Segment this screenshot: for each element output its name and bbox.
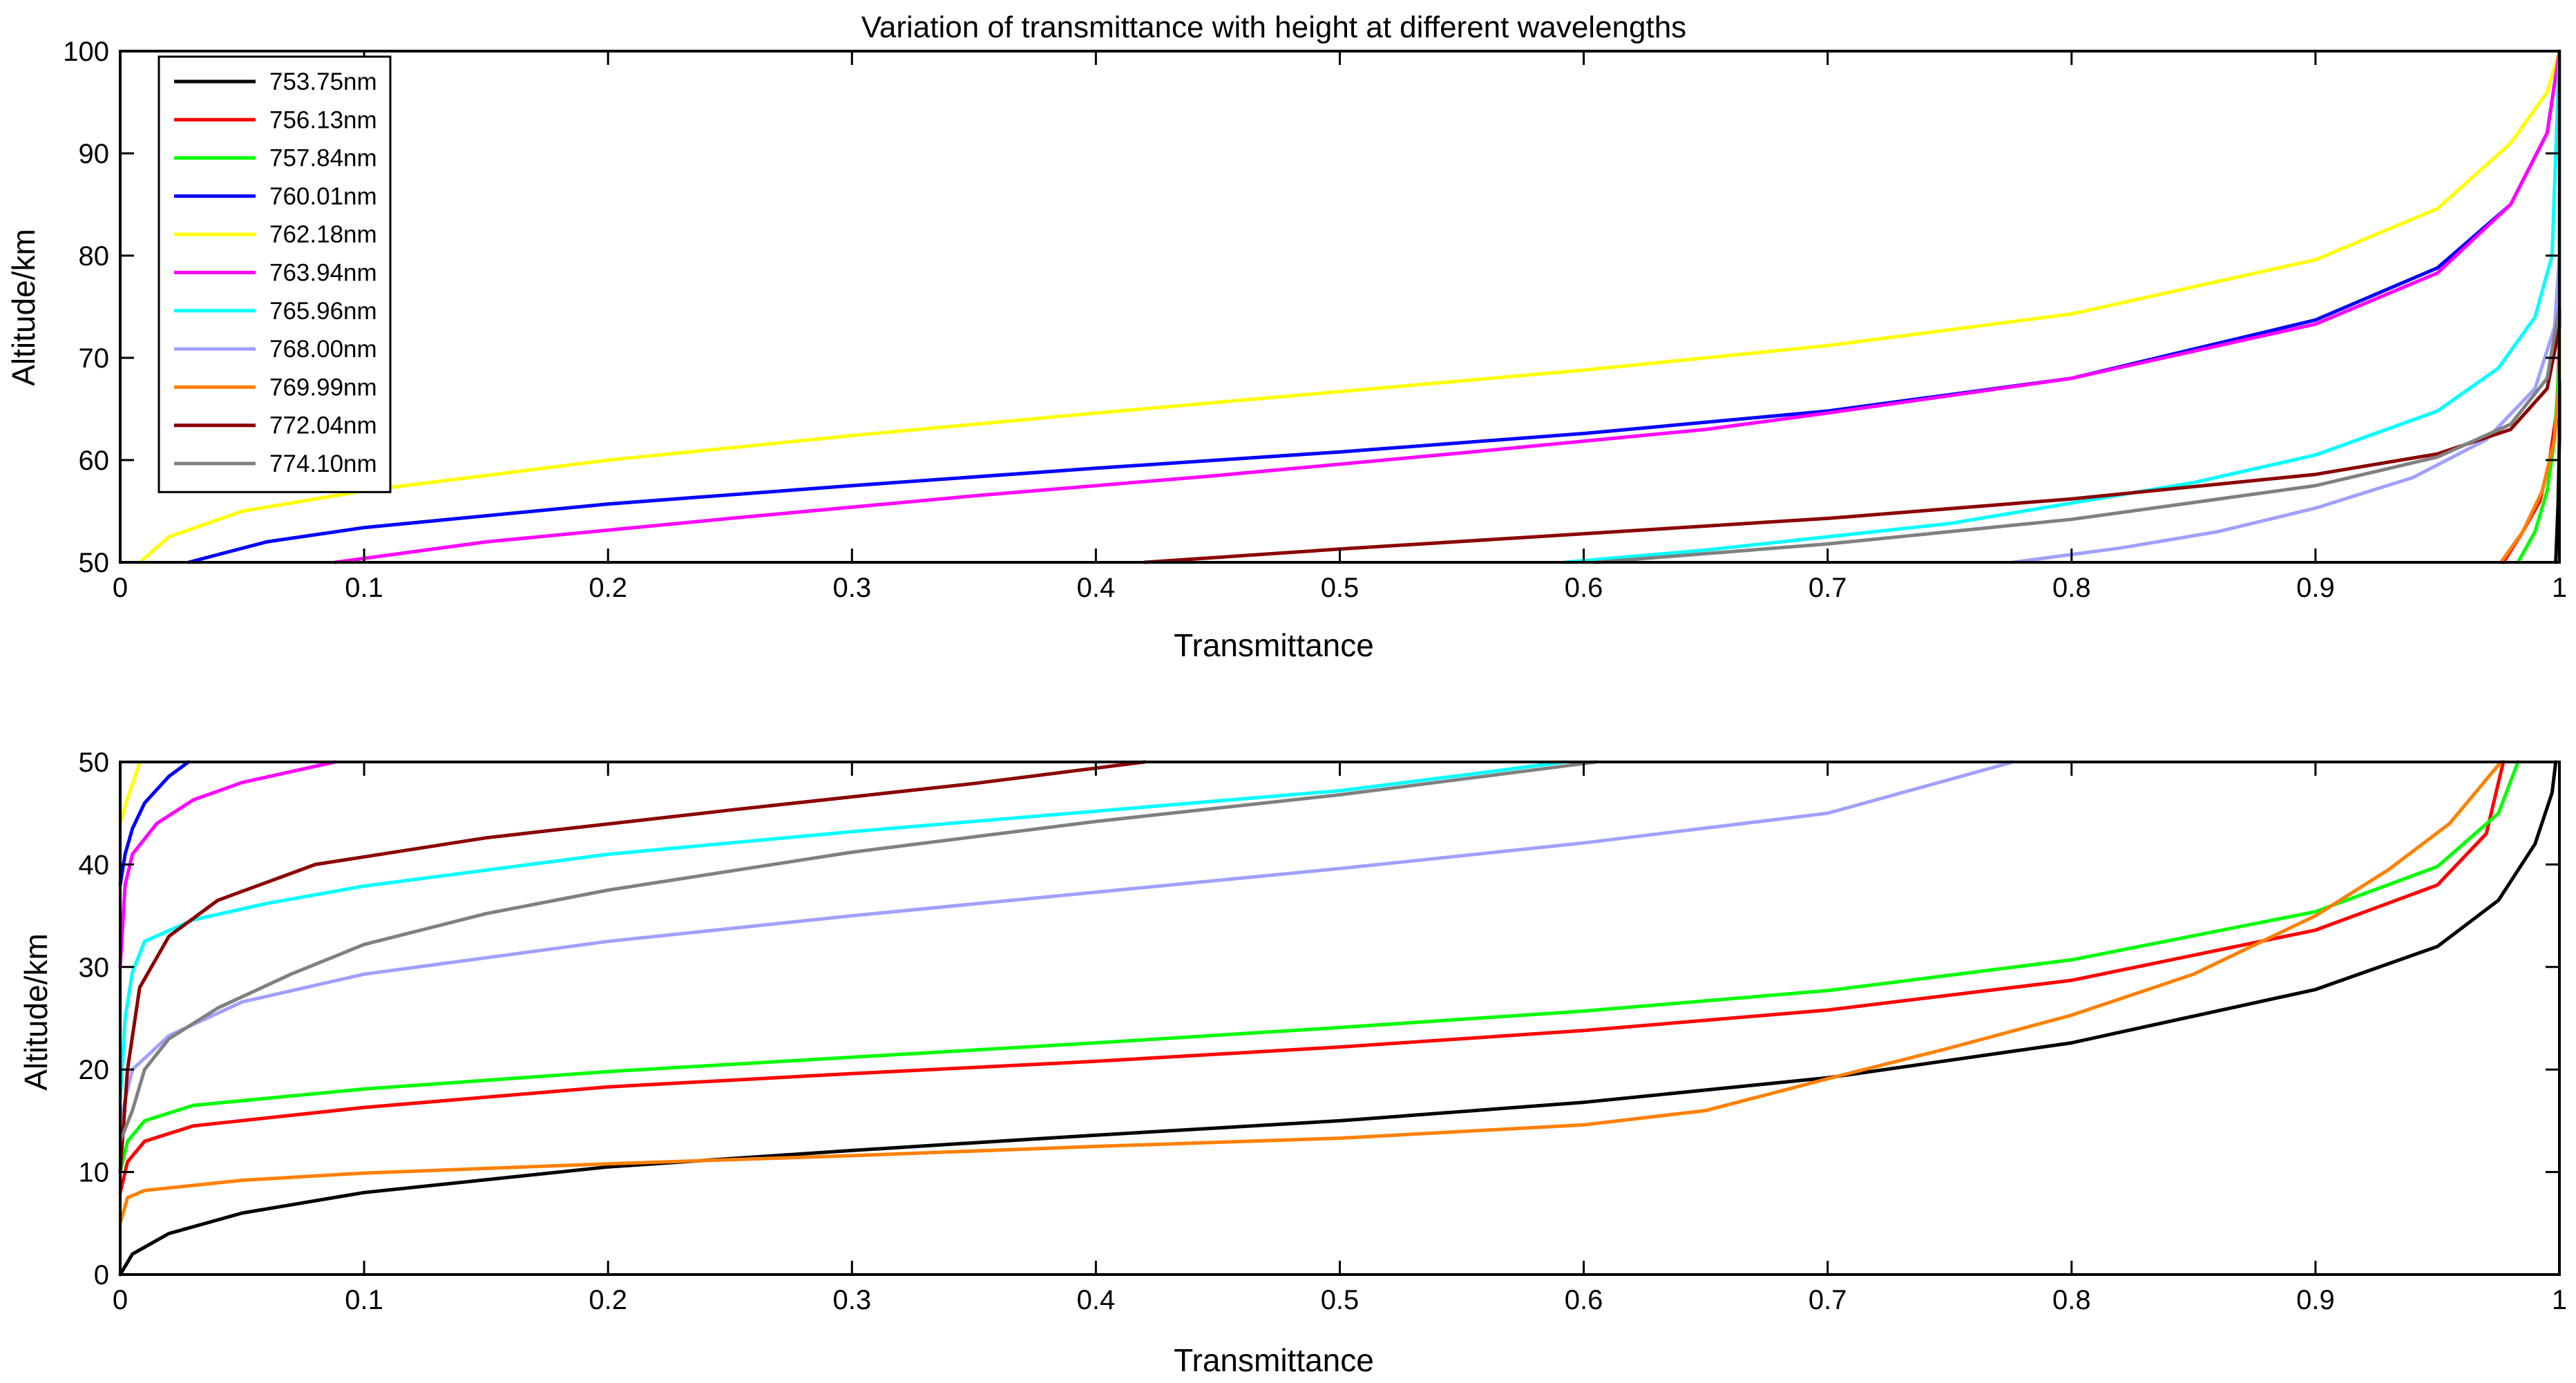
legend-entry: 769.99nm — [269, 374, 377, 401]
bottom-series-line-772-04nm — [118, 760, 1147, 1174]
top-x-tick-label: 1 — [2552, 573, 2567, 603]
top-series-line-768-00nm — [2011, 49, 2561, 564]
bottom-plot-area — [120, 762, 2559, 1275]
top-x-tick-label: 0.4 — [1077, 573, 1116, 603]
bottom-y-axis-label: Altitude/km — [18, 933, 54, 1091]
bottom-x-tick-label: 0.8 — [2052, 1285, 2091, 1315]
top-x-tick-label: 0.2 — [589, 573, 627, 603]
legend-entry: 753.75nm — [269, 68, 377, 95]
top-x-tick-label: 0.7 — [1809, 573, 1847, 603]
top-series-line-763-94nm — [333, 49, 2561, 564]
top-x-tick-label: 0.8 — [2052, 573, 2091, 603]
top-x-tick-label: 0.1 — [345, 573, 383, 603]
bottom-y-tick-label: 0 — [94, 1260, 109, 1290]
top-x-tick-label: 0.3 — [832, 573, 871, 603]
legend-box — [158, 55, 392, 493]
bottom-x-tick-label: 0.1 — [345, 1285, 383, 1315]
legend-entry: 768.00nm — [269, 336, 377, 363]
bottom-x-axis-label: Transmittance — [1174, 1342, 1374, 1378]
legend: 753.75nm 756.13nm 757.84nm 760.01nm 762.18nm… — [158, 55, 392, 493]
bottom-series-line-756-13nm — [118, 760, 2506, 1194]
top-chart-title: Variation of transmittance with height a… — [861, 10, 1686, 44]
bottom-x-tick-label: 1 — [2552, 1285, 2567, 1315]
bottom-x-tick-label: 0.5 — [1321, 1285, 1359, 1315]
top-y-tick-label: 50 — [79, 548, 110, 578]
bottom-axes: Transmittance Altitude/km 0 0.1 0.2 0.3 0.4 0… — [18, 747, 2567, 1378]
bottom-series-line-768-00nm — [118, 760, 2015, 1123]
bottom-x-tick-label: 0.3 — [832, 1285, 871, 1315]
legend-entry: 774.10nm — [269, 450, 377, 477]
top-y-tick-label: 70 — [79, 343, 110, 374]
bottom-x-tick-label: 0 — [113, 1285, 128, 1315]
top-x-axis-label: Transmittance — [1174, 627, 1374, 663]
bottom-y-tick-label: 10 — [79, 1158, 110, 1188]
bottom-y-tick-label: 20 — [79, 1055, 110, 1085]
legend-entry: 757.84nm — [269, 145, 377, 172]
bottom-x-tick-label: 0.2 — [589, 1285, 627, 1315]
top-y-tick-label: 80 — [79, 241, 110, 271]
top-series-line-772-04nm — [1143, 49, 2561, 564]
bottom-series-line-774-10nm — [118, 760, 1598, 1143]
bottom-x-tick-label: 0.7 — [1809, 1285, 1847, 1315]
top-y-axis-label: Altitude/km — [6, 229, 41, 386]
top-x-tick-label: 0.9 — [2296, 573, 2335, 603]
top-series-line-762-18nm — [137, 49, 2561, 564]
top-y-tick-label: 60 — [79, 446, 110, 476]
bottom-series-line-760-01nm — [118, 760, 191, 887]
legend-entry: 756.13nm — [269, 106, 377, 133]
bottom-x-tick-label: 0.6 — [1565, 1285, 1603, 1315]
top-x-tick-label: 0.6 — [1565, 573, 1603, 603]
bottom-series-line-765-96nm — [118, 760, 1566, 1103]
bottom-series-line-762-18nm — [118, 760, 142, 826]
bottom-series-line-769-99nm — [118, 760, 2503, 1225]
top-series-line-774-10nm — [1594, 49, 2561, 564]
bottom-series-line-757-84nm — [118, 760, 2520, 1174]
top-x-tick-label: 0.5 — [1321, 573, 1359, 603]
legend-entry: 765.96nm — [269, 298, 377, 325]
top-series-line-765-96nm — [1562, 49, 2561, 564]
legend-entry: 763.94nm — [269, 260, 377, 287]
bottom-x-tick-label: 0.4 — [1077, 1285, 1116, 1315]
legend-entry: 762.18nm — [269, 221, 377, 248]
top-axes: Variation of transmittance with height a… — [6, 10, 2567, 663]
top-x-tick-label: 0 — [113, 573, 128, 603]
top-y-tick-label: 90 — [79, 139, 110, 169]
bottom-y-tick-label: 40 — [79, 850, 110, 880]
bottom-series-line-753-75nm — [118, 760, 2558, 1277]
bottom-y-tick-label: 50 — [79, 747, 110, 778]
legend-entry: 772.04nm — [269, 412, 377, 439]
bottom-x-tick-label: 0.9 — [2296, 1285, 2335, 1315]
bottom-series-line-763-94nm — [118, 760, 337, 969]
top-plot-area — [120, 51, 2559, 562]
top-y-tick-label: 100 — [63, 37, 109, 67]
legend-entry: 760.01nm — [269, 183, 377, 210]
bottom-y-tick-label: 30 — [79, 953, 110, 983]
